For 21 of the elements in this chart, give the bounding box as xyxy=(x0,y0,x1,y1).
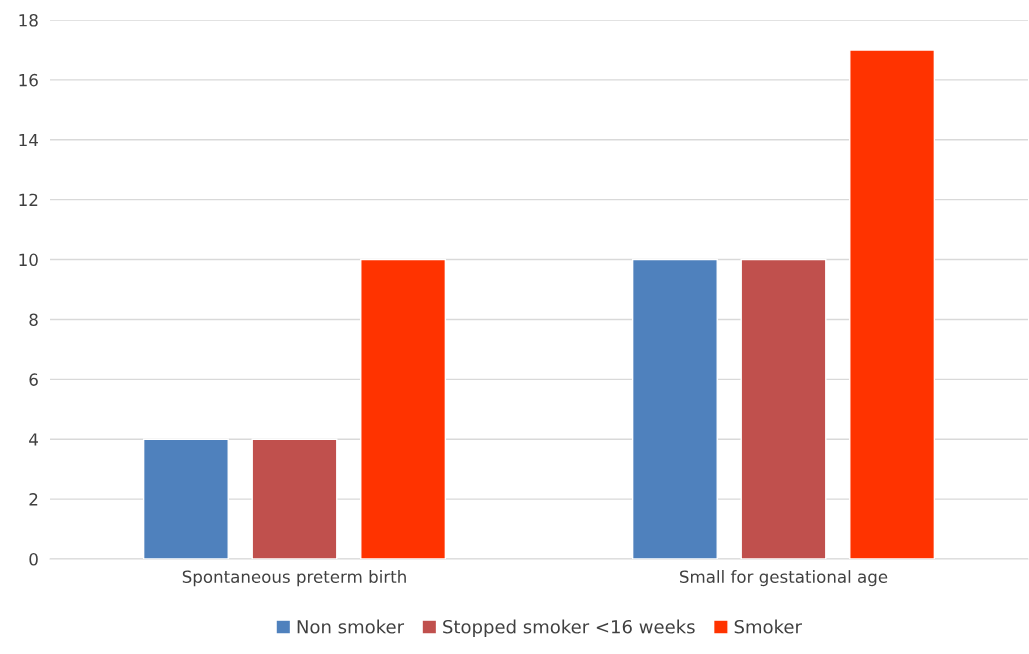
y-tick-label: 2 xyxy=(29,493,38,506)
y-tick-label: 0 xyxy=(29,552,38,566)
y-tick-label: 6 xyxy=(29,373,38,386)
y-tick-label: 14 xyxy=(19,133,38,147)
y-tick-label: 18 xyxy=(19,13,38,27)
bar xyxy=(849,49,936,559)
legend-label: Stopped smoker <16 weeks xyxy=(443,619,695,638)
bar xyxy=(360,258,447,559)
y-tick-label: 4 xyxy=(29,433,38,446)
bar xyxy=(142,438,229,559)
x-tick-label: Spontaneous preterm birth xyxy=(182,570,406,587)
bar xyxy=(251,438,338,559)
legend-label: Smoker xyxy=(734,619,802,634)
y-tick-label: 12 xyxy=(19,193,38,206)
y-tick-label: 10 xyxy=(19,253,38,267)
y-tick-label: 16 xyxy=(19,73,38,87)
bar xyxy=(631,258,718,559)
x-tick-label: Small for gestational age xyxy=(680,570,888,587)
bar xyxy=(740,258,827,559)
legend-label: Non smoker xyxy=(297,619,405,634)
y-tick-label: 8 xyxy=(29,313,38,327)
